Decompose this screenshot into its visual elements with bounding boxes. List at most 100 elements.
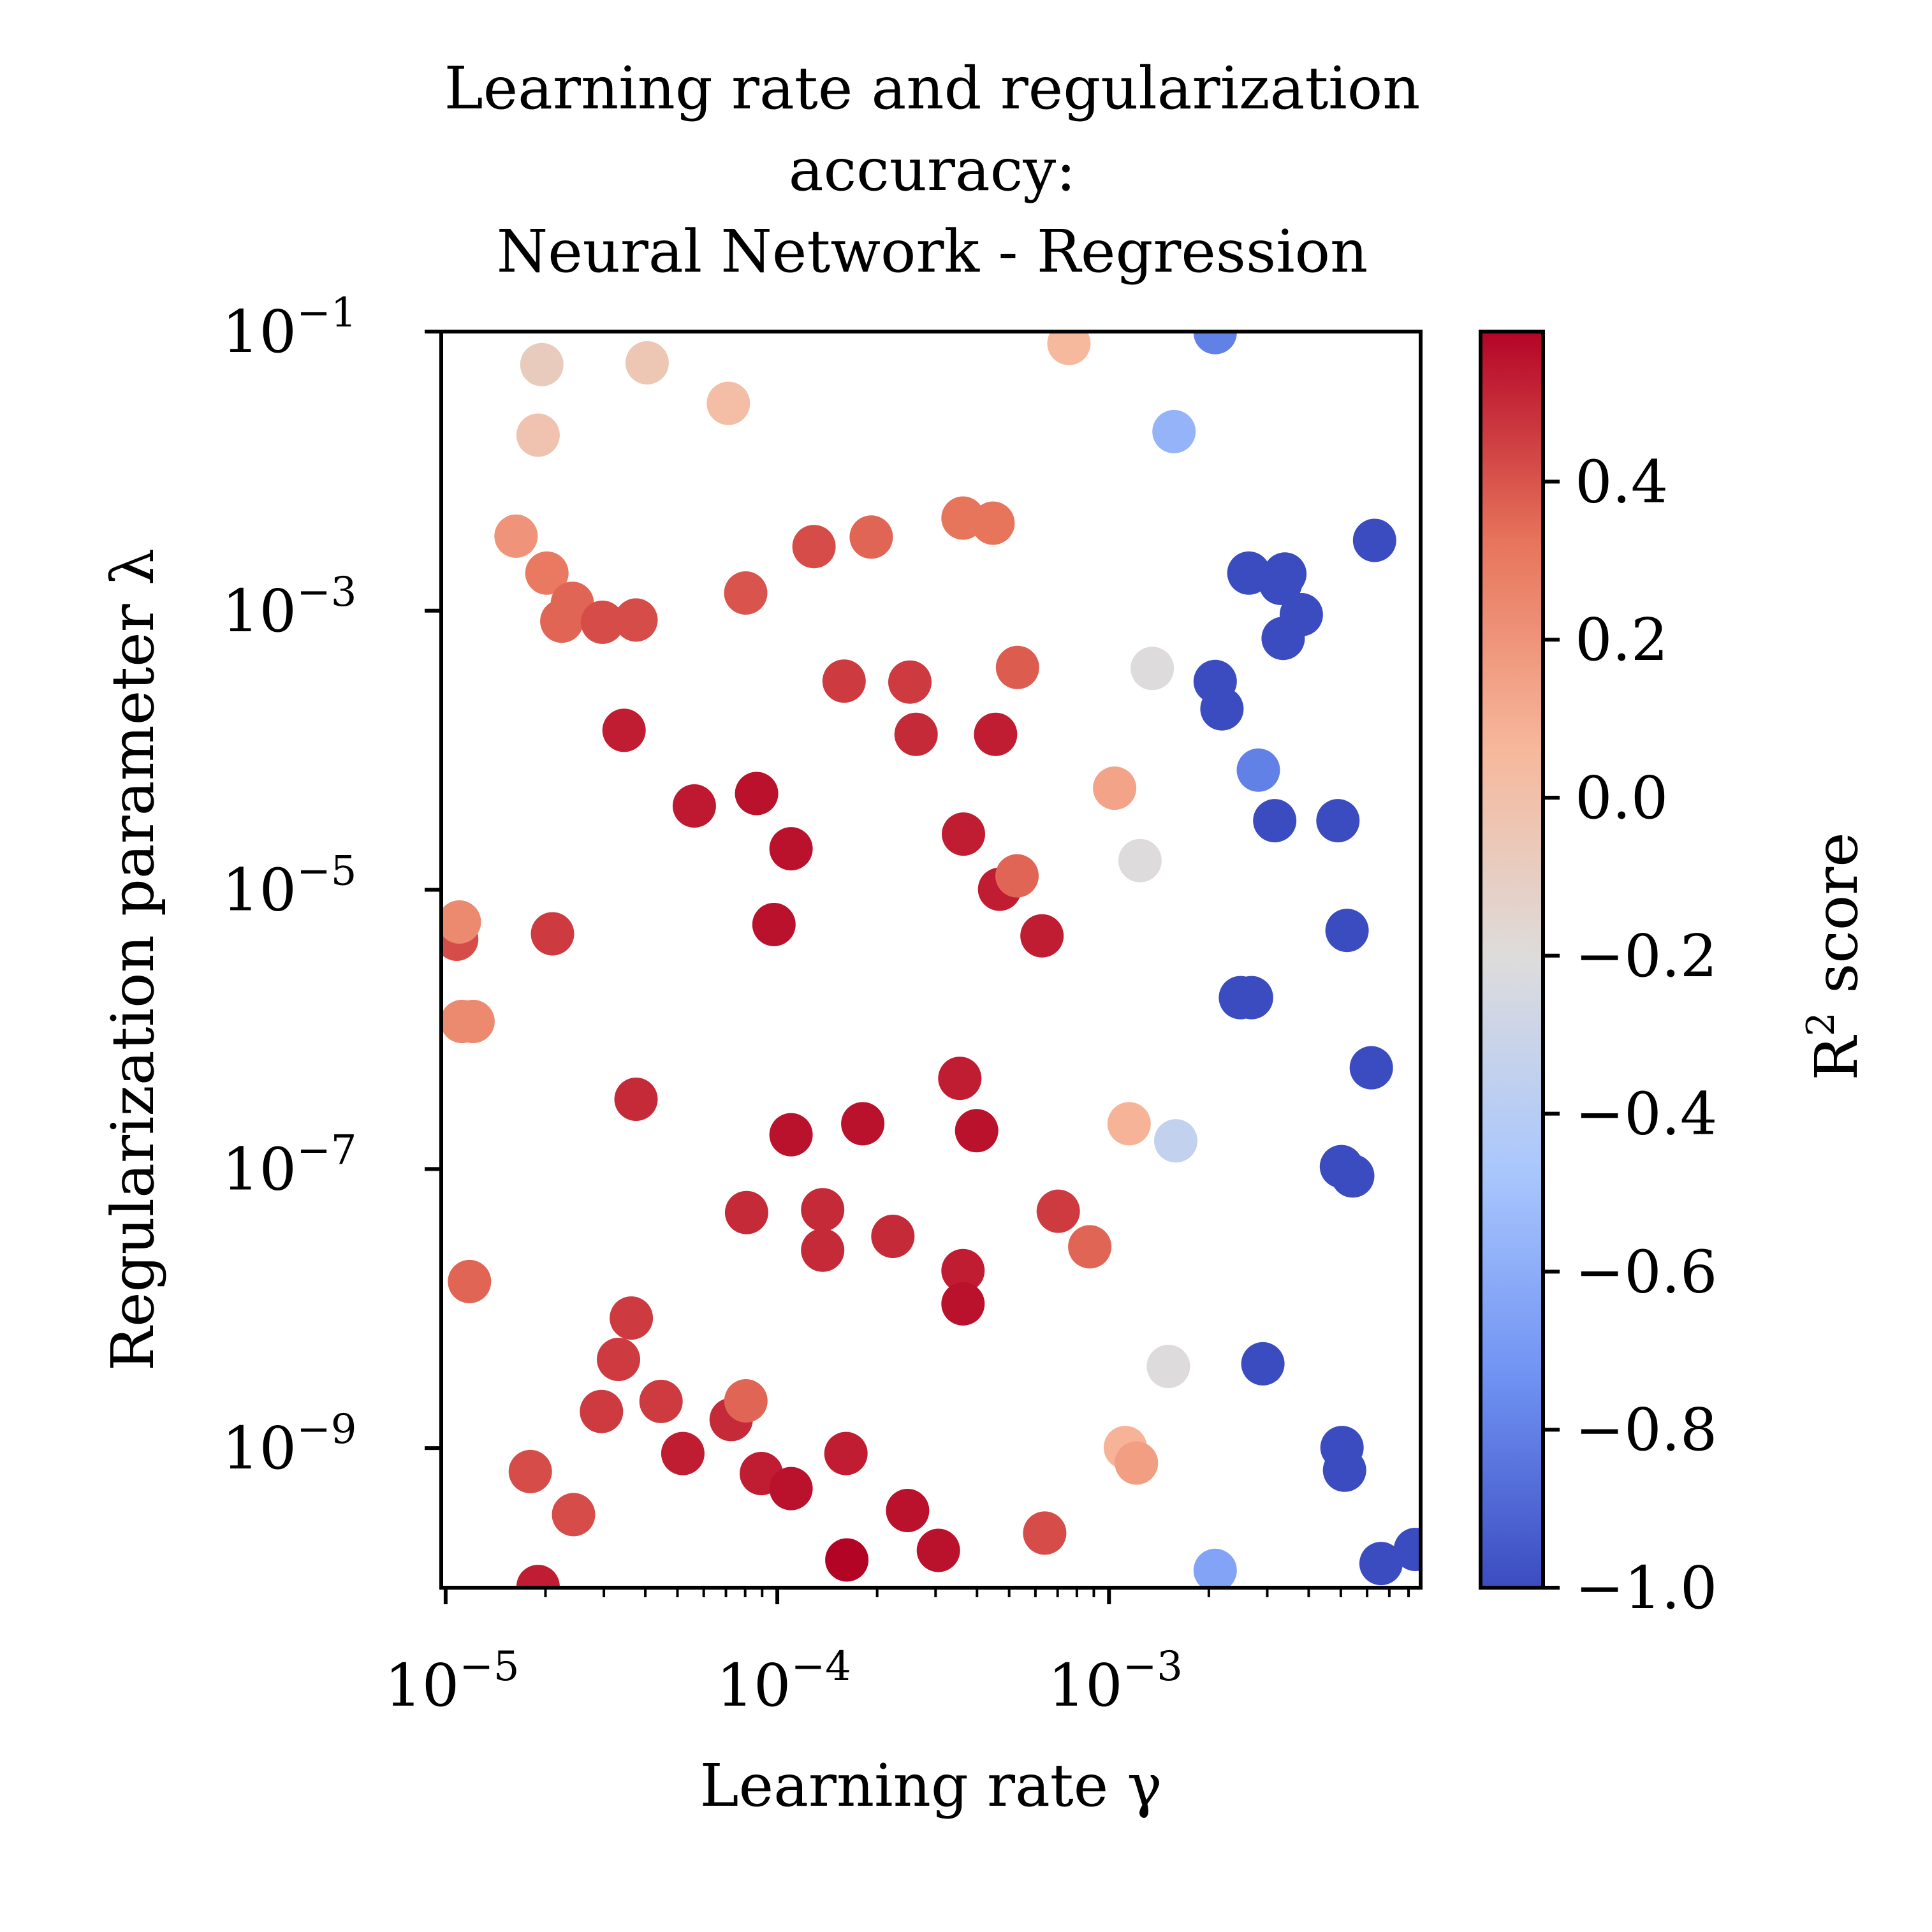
data-point bbox=[1152, 409, 1196, 453]
data-point bbox=[938, 1057, 982, 1101]
data-point bbox=[724, 571, 768, 615]
data-point bbox=[769, 827, 813, 871]
data-point bbox=[941, 1248, 985, 1292]
data-point bbox=[995, 854, 1039, 898]
y-tick-label: 10−7 bbox=[222, 1127, 356, 1203]
x-axis-label: Learning rate γ bbox=[700, 1752, 1162, 1820]
data-point bbox=[1036, 1189, 1080, 1233]
data-point bbox=[1261, 617, 1305, 661]
data-point bbox=[614, 598, 658, 642]
data-point bbox=[1325, 909, 1369, 953]
data-point bbox=[1322, 1448, 1366, 1492]
data-point bbox=[942, 812, 985, 856]
y-tick-label: 10−3 bbox=[222, 569, 356, 645]
data-point bbox=[769, 1467, 813, 1511]
colorbar: 0.4 0.2 0.0 −0.2 −0.4 −0.6 −0.8 −1.0 R2 score bbox=[1479, 330, 1871, 1622]
colorbar-tick-label: 0.4 bbox=[1575, 448, 1668, 516]
data-point bbox=[941, 1282, 985, 1326]
data-point bbox=[971, 501, 1015, 545]
data-point bbox=[706, 381, 750, 425]
colorbar-tick-label: −0.2 bbox=[1575, 922, 1717, 990]
data-point bbox=[752, 903, 796, 946]
data-point bbox=[441, 900, 481, 944]
data-point bbox=[955, 1109, 999, 1153]
data-point bbox=[886, 1489, 930, 1532]
data-point bbox=[494, 514, 538, 558]
data-point bbox=[769, 1113, 813, 1157]
y-axis-label: Regularization parameter λ bbox=[99, 548, 167, 1371]
data-point bbox=[995, 645, 1039, 689]
data-point bbox=[801, 1188, 845, 1232]
data-point bbox=[801, 1228, 845, 1272]
data-point bbox=[1107, 1102, 1151, 1146]
data-point bbox=[525, 551, 569, 595]
data-point bbox=[974, 712, 1018, 756]
data-point bbox=[724, 1379, 768, 1423]
data-point bbox=[1193, 332, 1237, 355]
x-tick-label: 10−3 bbox=[1048, 1643, 1183, 1720]
plot-frame bbox=[439, 330, 1423, 1590]
data-point bbox=[894, 712, 938, 756]
data-point bbox=[1115, 1441, 1159, 1485]
data-point bbox=[1154, 1119, 1197, 1163]
x-axis-ticks: 10−5 10−4 10−3 bbox=[384, 1588, 1410, 1720]
data-point bbox=[610, 1296, 654, 1340]
data-point bbox=[1253, 799, 1297, 843]
data-point bbox=[1359, 1542, 1403, 1586]
y-axis-ticks: 10−1 10−3 10−5 10−7 10−9 bbox=[222, 289, 441, 1482]
data-point bbox=[661, 1431, 705, 1475]
data-point bbox=[792, 525, 836, 569]
data-point bbox=[1068, 1225, 1112, 1269]
data-point bbox=[448, 1259, 492, 1303]
colorbar-ticks: 0.4 0.2 0.0 −0.2 −0.4 −0.6 −0.8 −1.0 bbox=[1543, 448, 1717, 1622]
data-point bbox=[597, 1338, 640, 1381]
data-point bbox=[1020, 914, 1064, 958]
data-point bbox=[1118, 838, 1162, 882]
colorbar-tick-label: −0.6 bbox=[1575, 1238, 1717, 1306]
data-point bbox=[824, 1431, 868, 1475]
data-point bbox=[639, 1379, 683, 1423]
title-line-2: accuracy: bbox=[789, 136, 1076, 204]
title-line-3: Neural Network - Regression bbox=[497, 217, 1368, 286]
colorbar-tick-label: −0.8 bbox=[1575, 1396, 1717, 1464]
data-point bbox=[1093, 766, 1137, 810]
data-point bbox=[1229, 976, 1273, 1020]
data-point bbox=[724, 1190, 768, 1234]
data-point bbox=[841, 1102, 885, 1146]
chart-title: Learning rate and regularization accurac… bbox=[444, 54, 1421, 286]
data-point bbox=[849, 515, 893, 559]
data-point bbox=[1349, 1046, 1393, 1090]
data-point bbox=[451, 1000, 495, 1043]
data-point bbox=[552, 1493, 596, 1537]
data-point bbox=[625, 341, 669, 384]
x-tick-label: 10−5 bbox=[384, 1643, 519, 1720]
data-point bbox=[825, 1538, 869, 1582]
x-tick-label: 10−4 bbox=[716, 1643, 851, 1720]
data-point bbox=[672, 784, 716, 828]
colorbar-tick-label: 0.0 bbox=[1575, 764, 1668, 832]
data-point bbox=[1352, 518, 1396, 562]
data-point bbox=[1316, 799, 1360, 843]
data-point bbox=[602, 708, 646, 752]
data-point bbox=[1023, 1511, 1067, 1555]
data-point bbox=[1236, 748, 1280, 792]
data-point bbox=[1331, 1154, 1375, 1198]
data-point bbox=[888, 660, 932, 704]
data-point bbox=[735, 772, 779, 816]
data-point bbox=[1200, 687, 1244, 731]
colorbar-label: R2 score bbox=[1799, 832, 1871, 1080]
colorbar-tick-label: −0.4 bbox=[1575, 1080, 1717, 1148]
data-point bbox=[1393, 1528, 1421, 1571]
data-point bbox=[516, 413, 560, 457]
y-tick-label: 10−9 bbox=[222, 1406, 356, 1482]
data-point bbox=[1146, 1345, 1190, 1388]
colorbar-tick-label: −1.0 bbox=[1575, 1554, 1717, 1622]
y-tick-label: 10−1 bbox=[222, 289, 356, 366]
colorbar-tick-label: 0.2 bbox=[1575, 606, 1668, 674]
data-points bbox=[441, 332, 1421, 1588]
data-point bbox=[614, 1078, 658, 1121]
data-point bbox=[516, 1565, 560, 1588]
data-point bbox=[580, 600, 624, 644]
colorbar-frame bbox=[1479, 330, 1545, 1590]
